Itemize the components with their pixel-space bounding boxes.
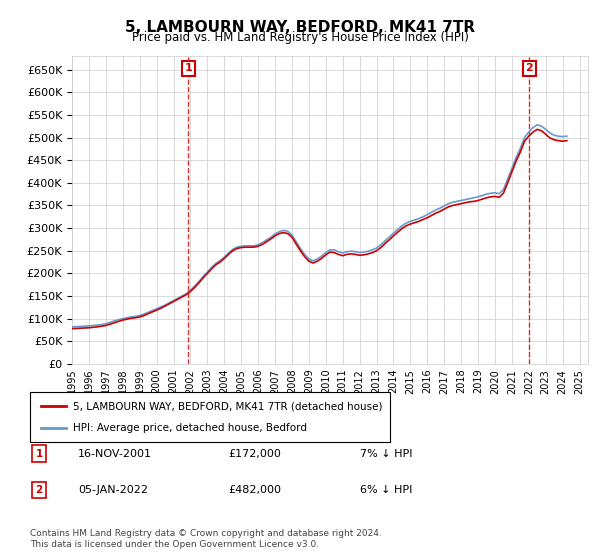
Text: Contains HM Land Registry data © Crown copyright and database right 2024.
This d: Contains HM Land Registry data © Crown c… <box>30 529 382 549</box>
Text: 5, LAMBOURN WAY, BEDFORD, MK41 7TR (detached house): 5, LAMBOURN WAY, BEDFORD, MK41 7TR (deta… <box>73 401 383 411</box>
Text: HPI: Average price, detached house, Bedford: HPI: Average price, detached house, Bedf… <box>73 423 307 433</box>
Text: 7% ↓ HPI: 7% ↓ HPI <box>360 449 413 459</box>
Text: £482,000: £482,000 <box>228 485 281 495</box>
Text: 5, LAMBOURN WAY, BEDFORD, MK41 7TR: 5, LAMBOURN WAY, BEDFORD, MK41 7TR <box>125 20 475 35</box>
Text: 05-JAN-2022: 05-JAN-2022 <box>78 485 148 495</box>
FancyBboxPatch shape <box>30 392 390 442</box>
Text: 16-NOV-2001: 16-NOV-2001 <box>78 449 152 459</box>
Text: £172,000: £172,000 <box>228 449 281 459</box>
Text: 6% ↓ HPI: 6% ↓ HPI <box>360 485 412 495</box>
Text: 2: 2 <box>35 485 43 495</box>
Text: Price paid vs. HM Land Registry's House Price Index (HPI): Price paid vs. HM Land Registry's House … <box>131 31 469 44</box>
Text: 1: 1 <box>35 449 43 459</box>
Text: 2: 2 <box>526 63 533 73</box>
Text: 1: 1 <box>185 63 192 73</box>
